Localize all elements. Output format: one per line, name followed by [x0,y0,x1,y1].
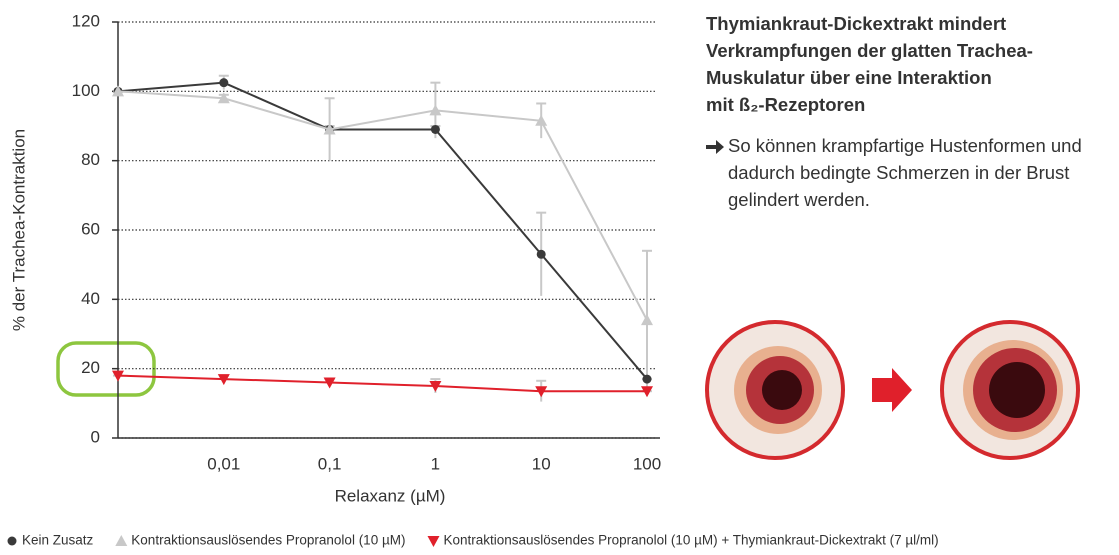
data-point [219,78,228,87]
series-line [118,376,647,392]
y-tick-label: 120 [72,11,100,30]
x-axis-title: Relaxanz (µM) [335,486,446,505]
x-tick-label: 10 [532,454,551,473]
x-tick-label: 100 [633,454,661,473]
legend-marker [115,535,127,546]
series-line [118,83,647,379]
y-tick-label: 40 [81,289,100,308]
x-tick-label: 0,1 [318,454,342,473]
page: {"chart_data": {"type": "line", "x_label… [0,0,1119,555]
legend-marker [427,536,439,547]
y-tick-label: 100 [72,81,100,100]
y-tick-label: 20 [81,358,100,377]
data-point [641,314,653,325]
y-tick-label: 80 [81,150,100,169]
legend-label: Kein Zusatz [22,533,94,548]
legend-label: Kontraktionsauslösendes Propranolol (10 … [443,533,938,548]
legend-label: Kontraktionsauslösendes Propranolol (10 … [131,533,405,548]
legend-marker [8,537,17,546]
heading-line: Muskulatur über eine Interaktion [706,64,1111,91]
data-point [643,375,652,384]
x-tick-label: 0,01 [207,454,240,473]
heading-line: Verkrampfungen der glatten Trachea- [706,37,1111,64]
heading-line: mit ß₂-Rezeptoren [706,91,1111,118]
data-point [431,125,440,134]
body-text: So können krampfartige Hustenformen und … [706,132,1111,213]
y-tick-label: 0 [91,427,100,446]
illustration [707,322,1078,458]
arrow-icon [706,140,724,154]
heading-line: Thymiankraut-Dickextrakt mindert [706,10,1111,37]
y-tick-label: 60 [81,219,100,238]
x-tick-label: 1 [431,454,440,473]
y-axis-title: % der Trachea-Kontraktion [9,129,28,331]
body-text-content: So können krampfartige Hustenformen und … [728,135,1082,210]
data-point [537,250,546,259]
